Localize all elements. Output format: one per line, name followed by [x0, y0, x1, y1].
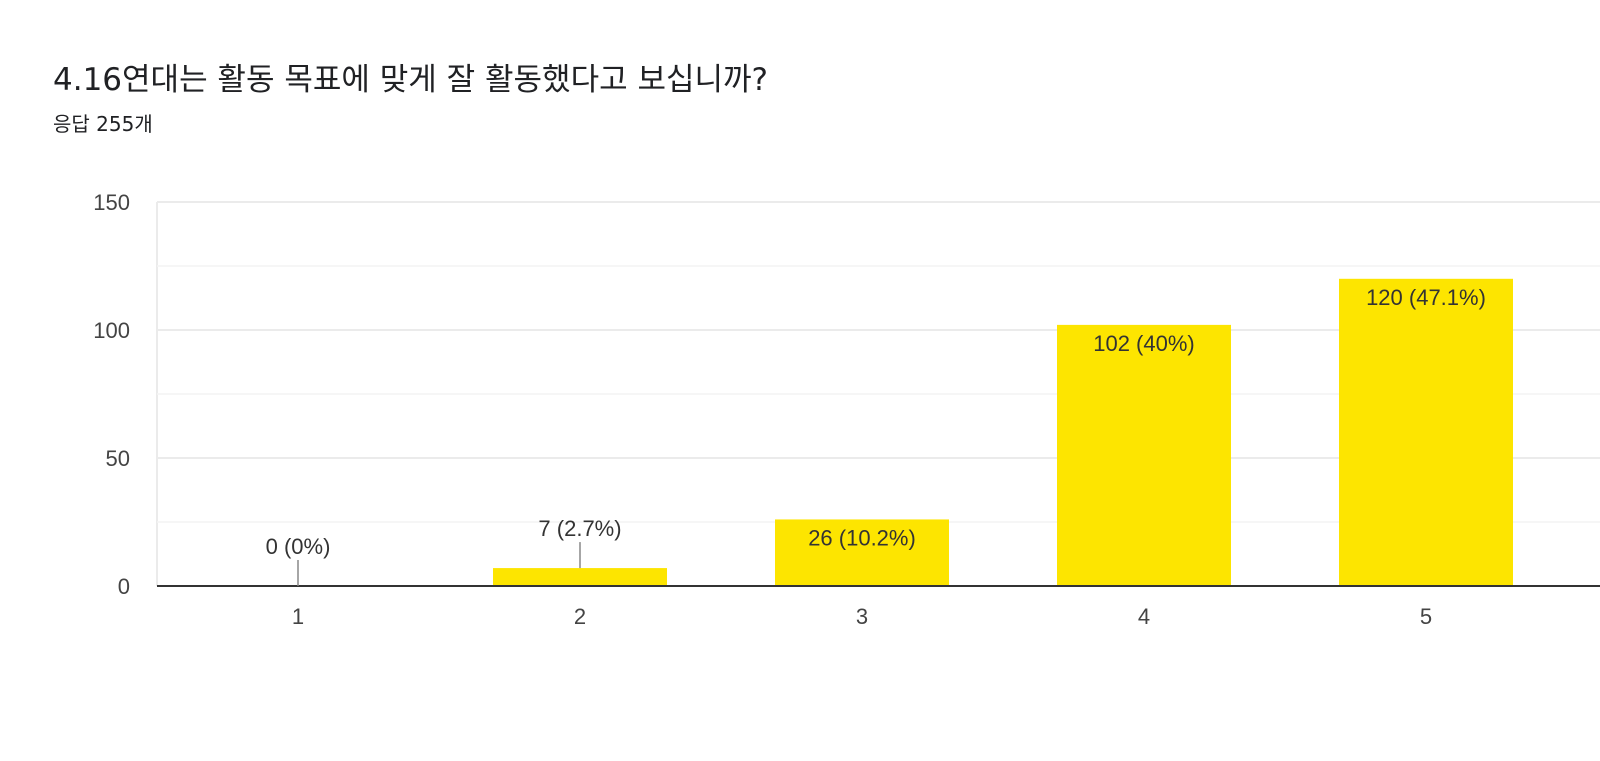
chart-title: 4.16연대는 활동 목표에 맞게 잘 활동했다고 보십니까?	[53, 62, 768, 98]
y-tick-label: 100	[93, 318, 130, 343]
x-tick-label-5: 5	[1420, 604, 1432, 629]
x-tick-label-3: 3	[856, 604, 868, 629]
data-labels: 0 (0%) 7 (2.7%) 26 (10.2%) 102 (40%) 120 (47…	[266, 285, 1486, 586]
data-label-1: 0 (0%)	[266, 534, 331, 559]
bar-3	[775, 519, 949, 586]
y-axis-ticks: 0 50 100 150	[93, 190, 130, 599]
bar-5	[1339, 278, 1513, 586]
bar-4	[1057, 324, 1231, 586]
x-tick-label-2: 2	[574, 604, 586, 629]
bar-2	[493, 568, 667, 586]
data-label-2: 7 (2.7%)	[538, 516, 621, 541]
bars	[493, 278, 1513, 586]
y-tick-label: 0	[118, 574, 130, 599]
y-tick-label: 150	[93, 190, 130, 215]
response-count: 응답 255개	[53, 112, 153, 136]
data-label-3: 26 (10.2%)	[808, 525, 916, 550]
data-label-5: 120 (47.1%)	[1366, 285, 1486, 310]
x-tick-label-1: 1	[292, 604, 304, 629]
y-tick-label: 50	[106, 446, 130, 471]
x-tick-label-4: 4	[1138, 604, 1150, 629]
x-axis-ticks: 1 2 3 4 5	[292, 604, 1432, 629]
data-label-4: 102 (40%)	[1093, 331, 1195, 356]
